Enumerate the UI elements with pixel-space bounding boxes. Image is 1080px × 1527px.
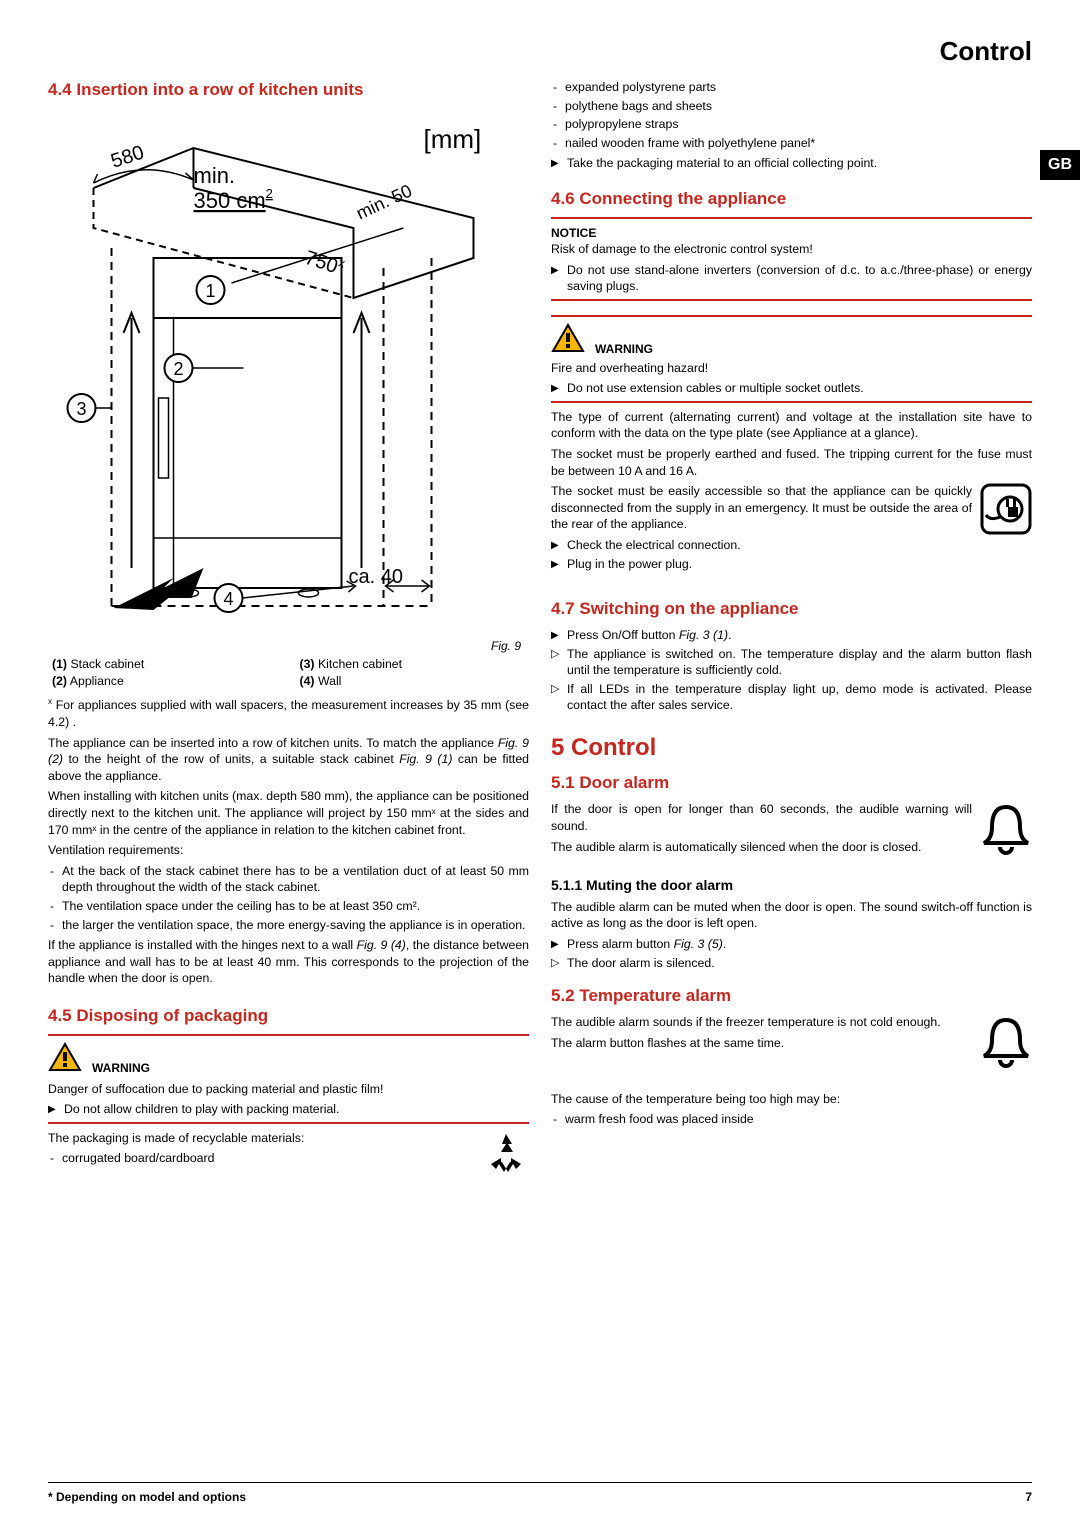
section-5-title: 5 Control <box>551 732 1032 764</box>
svg-text:ca. 40: ca. 40 <box>349 566 403 588</box>
red-rule <box>48 1034 529 1036</box>
para-project: When installing with kitchen units (max.… <box>48 788 529 838</box>
svg-text:min. 50: min. 50 <box>353 181 415 224</box>
red-rule <box>551 401 1032 403</box>
warning-icon <box>551 323 585 358</box>
plug-icon <box>980 483 1032 540</box>
s47-actions: Press On/Off button Fig. 3 (1). <box>551 627 1032 644</box>
section-4-7-title: 4.7 Switching on the appliance <box>551 598 1032 621</box>
section-5-1-1-title: 5.1.1 Muting the door alarm <box>551 876 1032 895</box>
warn45-text: Danger of suffocation due to packing mat… <box>48 1081 529 1098</box>
warn46-bullets: Do not use extension cables or multiple … <box>551 380 1032 397</box>
notice-text: Risk of damage to the electronic control… <box>551 241 1032 258</box>
section-5-1-title: 5.1 Door alarm <box>551 772 1032 795</box>
page-header: Control <box>48 34 1032 69</box>
section-5-2-title: 5.2 Temperature alarm <box>551 985 1032 1008</box>
pack-action: Take the packaging material to an offici… <box>551 155 1032 172</box>
warning-row: WARNING <box>48 1042 529 1077</box>
warn45-bullets: Do not allow children to play with packi… <box>48 1101 529 1118</box>
bell-icon <box>980 801 1032 862</box>
recyc-intro: The packaging is made of recyclable mate… <box>48 1130 529 1147</box>
figure-legend: (1) Stack cabinet (2) Appliance (3) Kitc… <box>52 656 529 689</box>
pack-item: polythene bags and sheets <box>551 98 1032 115</box>
red-rule <box>551 217 1032 219</box>
bell-icon <box>980 1014 1032 1075</box>
svg-text:min.: min. <box>194 163 236 188</box>
p51-1: If the door is open for longer than 60 s… <box>551 801 1032 834</box>
page-footer: * Depending on model and options 7 <box>48 1482 1032 1505</box>
warn-bullet: Do not allow children to play with packi… <box>48 1101 529 1118</box>
warning-label: WARNING <box>595 341 653 357</box>
s511-actions: Press alarm button Fig. 3 (5). <box>551 936 1032 953</box>
section-4-4-title: 4.4 Insertion into a row of kitchen unit… <box>48 79 529 102</box>
pack-item: nailed wooden frame with polyethylene pa… <box>551 135 1032 152</box>
p46-2: The socket must be properly earthed and … <box>551 446 1032 479</box>
s47-result: The appliance is switched on. The temper… <box>551 646 1032 679</box>
p52-3: The cause of the temperature being too h… <box>551 1091 1032 1108</box>
p52-2: The alarm button flashes at the same tim… <box>551 1035 1032 1052</box>
vent-item: the larger the ventilation space, the mo… <box>48 917 529 934</box>
two-column-layout: 4.4 Insertion into a row of kitchen unit… <box>48 75 1032 1184</box>
p511: The audible alarm can be muted when the … <box>551 899 1032 932</box>
pack-list: expanded polystyrene parts polythene bag… <box>551 79 1032 151</box>
p52-1: The audible alarm sounds if the freezer … <box>551 1014 1032 1031</box>
svg-text:3: 3 <box>76 399 86 419</box>
warn46-text: Fire and overheating hazard! <box>551 360 1032 377</box>
pack-item: polypropylene straps <box>551 116 1032 133</box>
notice-bullets: Do not use stand-alone inverters (conver… <box>551 262 1032 295</box>
section-4-6-title: 4.6 Connecting the appliance <box>551 188 1032 211</box>
s47-action: Press On/Off button Fig. 3 (1). <box>551 627 1032 644</box>
warning-icon <box>48 1042 82 1077</box>
vent-list: At the back of the stack cabinet there h… <box>48 863 529 933</box>
pack-item: expanded polystyrene parts <box>551 79 1032 96</box>
red-rule <box>48 1122 529 1124</box>
footnote-x: x For appliances supplied with wall spac… <box>48 697 529 730</box>
warning-label: WARNING <box>92 1060 150 1076</box>
para-insert: The appliance can be inserted into a row… <box>48 735 529 785</box>
svg-text:4: 4 <box>223 589 233 609</box>
country-badge: GB <box>1040 150 1080 180</box>
s47-result: If all LEDs in the temperature display l… <box>551 681 1032 714</box>
p46-bullet: Check the electrical connection. <box>551 537 1032 554</box>
s511-action: Press alarm button Fig. 3 (5). <box>551 936 1032 953</box>
figure-9-svg: [mm] 580 min. 350 cm2 750x min. 50 <box>48 108 529 638</box>
vent-item: The ventilation space under the ceiling … <box>48 898 529 915</box>
warning-row: WARNING <box>551 323 1032 358</box>
svg-text:1: 1 <box>205 281 215 301</box>
svg-text:2: 2 <box>173 359 183 379</box>
left-column: 4.4 Insertion into a row of kitchen unit… <box>48 75 529 1184</box>
warn-bullet: Do not use extension cables or multiple … <box>551 380 1032 397</box>
p46-3: The socket must be easily accessible so … <box>551 483 1032 533</box>
vent-item: At the back of the stack cabinet there h… <box>48 863 529 896</box>
cause-item: warm fresh food was placed inside <box>551 1111 1032 1128</box>
section-4-5-title: 4.5 Disposing of packaging <box>48 1005 529 1028</box>
svg-text:750x: 750x <box>302 245 347 280</box>
figure-9-caption: Fig. 9 <box>48 638 529 654</box>
svg-text:[mm]: [mm] <box>424 124 482 154</box>
s511-results: The door alarm is silenced. <box>551 955 1032 972</box>
notice-bullet: Do not use stand-alone inverters (conver… <box>551 262 1032 295</box>
right-column: expanded polystyrene parts polythene bag… <box>551 75 1032 1184</box>
recyc-item: corrugated board/cardboard <box>48 1150 529 1167</box>
red-rule <box>551 299 1032 301</box>
para-hinge-wall: If the appliance is installed with the h… <box>48 937 529 987</box>
red-rule <box>551 315 1032 317</box>
p51-2: The audible alarm is automatically silen… <box>551 839 1032 856</box>
recyc-list: corrugated board/cardboard <box>48 1150 529 1167</box>
footer-left: * Depending on model and options <box>48 1489 246 1505</box>
cause-list: warm fresh food was placed inside <box>551 1111 1032 1128</box>
p46-1: The type of current (alternating current… <box>551 409 1032 442</box>
p46-bullets: Check the electrical connection. Plug in… <box>551 537 1032 572</box>
s511-result: The door alarm is silenced. <box>551 955 1032 972</box>
figure-9: [mm] 580 min. 350 cm2 750x min. 50 <box>48 108 529 638</box>
vent-label: Ventilation requirements: <box>48 842 529 859</box>
notice-label: NOTICE <box>551 225 1032 241</box>
p46-bullet: Plug in the power plug. <box>551 556 1032 573</box>
footer-right: 7 <box>1025 1489 1032 1505</box>
pack-action-item: Take the packaging material to an offici… <box>551 155 1032 172</box>
s47-results: The appliance is switched on. The temper… <box>551 646 1032 714</box>
